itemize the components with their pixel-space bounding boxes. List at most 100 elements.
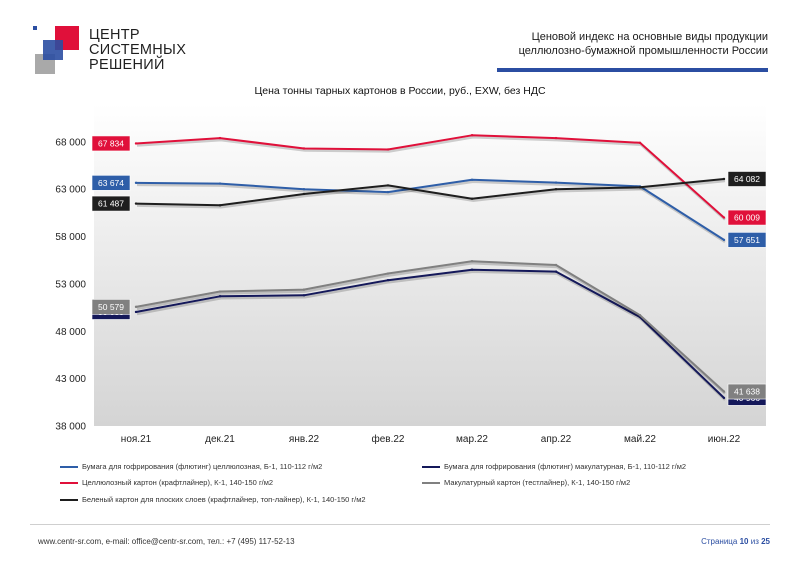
plot-area: [94, 104, 766, 426]
data-label-text: 50 579: [98, 302, 124, 312]
report-header-line-2: целлюлозно-бумажной промышленности Росси…: [518, 45, 768, 57]
data-label: 57 651: [727, 232, 767, 248]
legend-item-fluting-waste: Бумага для гофрирования (флютинг) макула…: [422, 462, 686, 471]
data-point: [134, 310, 138, 314]
x-tick-label: апр.22: [541, 434, 572, 445]
data-point: [470, 178, 474, 181]
data-label-text: 67 834: [98, 138, 124, 148]
legend-label: Целлюлозный картон (крафтлайнер), К-1, 1…: [82, 478, 274, 487]
legend-item-kraftliner: Целлюлозный картон (крафтлайнер), К-1, 1…: [60, 478, 273, 487]
series-lines: [134, 134, 726, 401]
data-point: [386, 148, 390, 151]
data-point: [302, 192, 306, 196]
x-tick-label: фев.22: [371, 433, 404, 445]
series-line-1: [135, 268, 725, 399]
logo-text: ЦЕНТР СИСТЕМНЫХ РЕШЕНИЙ: [89, 28, 186, 73]
y-tick-label: 53 000: [55, 279, 86, 290]
legend-label: Бумага для гофрирования (флютинг) целлюл…: [82, 462, 323, 471]
data-label: 61 487: [91, 195, 131, 212]
page-total: 25: [761, 537, 770, 546]
report-header: Ценовой индекс на основные виды продукци…: [468, 30, 768, 58]
data-point: [722, 396, 726, 400]
company-logo: ЦЕНТР СИСТЕМНЫХ РЕШЕНИЙ: [33, 26, 186, 78]
data-point: [722, 238, 726, 242]
series-line-shadow: [136, 261, 726, 395]
data-point: [554, 136, 558, 140]
data-point: [722, 390, 726, 393]
series-line-0: [135, 178, 725, 241]
y-tick-label: 43 000: [55, 374, 86, 385]
series-line-3: [135, 260, 725, 393]
series-line-shadow: [136, 136, 726, 221]
data-label-box: [91, 135, 131, 152]
data-point: [722, 177, 726, 181]
data-label-box: [727, 383, 767, 400]
report-header-line-1: Ценовой индекс на основные виды продукци…: [531, 31, 768, 43]
legend-item-white-top: Беленый картон для плоских слоев (крафтл…: [60, 495, 366, 504]
data-point: [134, 202, 138, 205]
data-point: [638, 313, 642, 317]
data-point: [470, 134, 474, 137]
legend-swatch: [60, 481, 78, 484]
x-axis-ticks: ноя.21 дек.21 янв.22 фев.22 мар.22 апр.22 май.…: [121, 433, 741, 445]
data-point: [218, 295, 222, 298]
logo-line-3: РЕШЕНИЙ: [89, 57, 165, 73]
legend-swatch: [422, 481, 440, 484]
data-point: [386, 184, 390, 187]
legend-label: Макулатурный картон (тестлайнер), К-1, 1…: [444, 478, 631, 487]
legend-swatch: [60, 465, 78, 468]
x-tick-label: мар.22: [456, 434, 488, 445]
data-point: [470, 260, 474, 263]
data-label-box: [91, 175, 131, 191]
data-label-text: 63 674: [98, 178, 124, 188]
y-tick-label: 58 000: [55, 232, 86, 243]
data-label: 64 082: [727, 171, 767, 187]
data-point: [554, 270, 558, 273]
data-point: [638, 141, 642, 145]
legend-swatch: [60, 498, 78, 501]
page-of: из: [750, 537, 759, 546]
data-label-text: 57 651: [734, 235, 760, 245]
data-label-text: 41 638: [734, 387, 760, 397]
footer-contacts[interactable]: www.centr-sr.com, e-mail: office@centr-s…: [38, 537, 295, 546]
data-point: [134, 142, 138, 145]
data-label: 63 674: [91, 175, 131, 191]
data-point: [554, 181, 558, 184]
data-point: [134, 305, 138, 309]
y-tick-label: 48 000: [55, 327, 86, 338]
data-point: [218, 204, 222, 207]
data-point: [554, 188, 558, 191]
legend-label: Беленый картон для плоских слоев (крафтл…: [82, 495, 366, 504]
data-point: [218, 182, 222, 185]
footer-rule: [30, 524, 770, 525]
page-word: Страница: [701, 537, 738, 546]
data-label: 41 638: [727, 383, 767, 400]
series-line-4: [135, 178, 725, 207]
data-point: [302, 294, 306, 297]
legend-item-testliner: Макулатурный картон (тестлайнер), К-1, 1…: [422, 478, 630, 487]
legend-label: Бумага для гофрирования (флютинг) макула…: [444, 462, 687, 471]
data-point: [554, 263, 558, 267]
data-point: [302, 188, 306, 191]
y-axis-ticks: 38 000 43 000 48 000 53 000 58 000 63 000 68 0…: [55, 137, 86, 432]
data-label-box: [727, 232, 767, 248]
legend-item-fluting-cellulose: Бумага для гофрирования (флютинг) целлюл…: [60, 462, 322, 471]
data-label-text: 64 082: [734, 174, 760, 184]
data-point: [470, 197, 474, 200]
x-tick-label: янв.22: [289, 434, 320, 445]
data-point: [386, 190, 390, 194]
x-tick-label: ноя.21: [121, 434, 152, 445]
data-point: [302, 288, 306, 291]
data-label-box: [727, 171, 767, 187]
header-accent-rule: [497, 68, 768, 72]
series-line-shadow: [136, 179, 726, 209]
data-label: 67 834: [91, 135, 131, 152]
data-label-text: 61 487: [98, 199, 124, 209]
chart-title: Цена тонны тарных картонов в России, руб…: [254, 85, 546, 97]
data-label-box: [91, 195, 131, 212]
series-line-shadow: [136, 270, 726, 401]
x-tick-label: май.22: [624, 434, 656, 445]
data-label-box: [91, 299, 131, 315]
data-point: [386, 278, 390, 282]
y-tick-label: 38 000: [55, 422, 86, 433]
